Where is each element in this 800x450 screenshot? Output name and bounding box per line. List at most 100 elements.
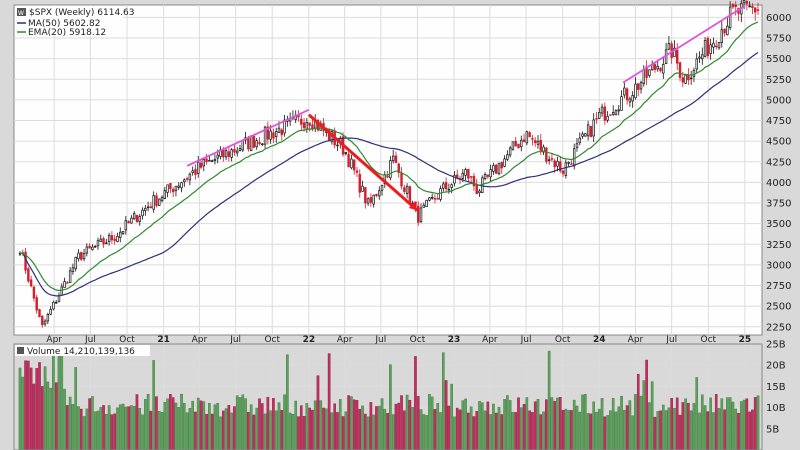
- volume-bar-down: [364, 413, 367, 450]
- candle-down: [550, 158, 554, 160]
- volume-bar-down: [272, 398, 275, 450]
- volume-bar-up: [695, 377, 699, 450]
- volume-bar-up: [77, 406, 80, 450]
- volume-bar-up: [18, 367, 22, 450]
- volume-bar-down: [706, 411, 710, 450]
- volume-bar-up: [116, 407, 119, 450]
- volume-bar-up: [277, 402, 281, 450]
- volume-bar-up: [238, 397, 242, 450]
- candle-down: [734, 4, 737, 8]
- candle-down: [358, 174, 361, 193]
- candle-up: [489, 169, 492, 178]
- candle-down: [561, 170, 565, 174]
- candle-up: [662, 64, 665, 74]
- candle-down: [751, 5, 754, 8]
- candle-up: [600, 106, 604, 114]
- volume-bar-up: [611, 398, 615, 450]
- candle-up: [163, 190, 167, 199]
- volume-bar-up: [146, 394, 150, 450]
- candle-up: [378, 190, 381, 197]
- volume-bar-up: [717, 408, 721, 450]
- candle-up: [483, 174, 487, 180]
- volume-bar-up: [174, 402, 178, 450]
- price-panel: [13, 4, 763, 336]
- volume-bar-down: [302, 416, 306, 450]
- volume-bar-up: [305, 403, 309, 450]
- volume-bar-up: [46, 381, 50, 450]
- candle-up: [405, 186, 409, 194]
- volume-bar-up: [439, 412, 442, 450]
- volume-bar-up: [572, 399, 576, 450]
- candle-down: [66, 282, 69, 284]
- volume-bar-down: [675, 397, 679, 450]
- candle-up: [71, 267, 75, 273]
- x-tick-label: Oct: [119, 335, 135, 345]
- volume-bar-down: [558, 397, 562, 450]
- x-tick-label: 22: [303, 335, 316, 345]
- volume-bar-up: [461, 400, 465, 450]
- volume-bar-up: [196, 397, 200, 450]
- volume-bar-up: [249, 404, 253, 450]
- price-tick-label: 4250: [766, 157, 791, 168]
- candle-up: [703, 39, 707, 57]
- volume-bar-up: [350, 396, 353, 450]
- candle-up: [158, 198, 161, 206]
- volume-bar-down: [297, 416, 300, 450]
- candle-down: [678, 62, 682, 78]
- x-tick-label: Apr: [482, 335, 498, 345]
- volume-bar-up: [93, 411, 97, 450]
- volume-bar-up: [578, 411, 582, 450]
- candle-up: [344, 152, 348, 155]
- candle-down: [135, 214, 139, 223]
- x-tick-label: 25: [739, 335, 752, 345]
- candle-up: [249, 135, 253, 152]
- candle-down: [681, 77, 685, 83]
- volume-bar-up: [99, 407, 103, 450]
- volume-tick-label: 20B: [766, 361, 786, 372]
- candle-down: [272, 132, 275, 139]
- candle-up: [43, 320, 47, 325]
- price-tick-label: 4750: [766, 116, 791, 127]
- volume-bar-up: [63, 388, 66, 450]
- volume-bar-down: [127, 406, 130, 450]
- candle-up: [542, 146, 545, 153]
- volume-bar-up: [291, 413, 295, 450]
- candle-up: [717, 41, 721, 49]
- candle-up: [132, 213, 136, 220]
- volume-bar-down: [400, 395, 403, 450]
- volume-tick-label: 10B: [766, 403, 786, 414]
- volume-bar-up: [132, 406, 136, 450]
- volume-bar-up: [391, 414, 395, 450]
- volume-bar-up: [224, 408, 228, 450]
- volume-bar-down: [40, 386, 44, 450]
- candle-up: [712, 42, 715, 48]
- candle-up: [180, 182, 183, 189]
- volume-bar-up: [330, 412, 334, 450]
- candle-down: [486, 174, 490, 177]
- candle-down: [252, 135, 256, 148]
- volume-panel: [13, 343, 763, 450]
- candle-down: [754, 7, 757, 13]
- candle-up: [425, 199, 428, 207]
- volume-bar-up: [180, 393, 183, 450]
- candle-down: [258, 142, 261, 145]
- candle-up: [611, 112, 615, 115]
- candle-down: [436, 198, 439, 200]
- candle-up: [581, 133, 584, 137]
- volume-bar-down: [625, 405, 629, 450]
- volume-bar-down: [737, 412, 740, 450]
- volume-bar-down: [486, 401, 490, 450]
- volume-bar-up: [213, 404, 217, 450]
- volume-bar-down: [35, 368, 39, 450]
- volume-bar-down: [645, 359, 648, 450]
- volume-bar-down: [748, 411, 751, 450]
- volume-bar-up: [43, 366, 47, 450]
- candle-up: [82, 252, 86, 260]
- x-tick-label: 23: [448, 335, 461, 345]
- volume-bar-up: [492, 403, 495, 450]
- volume-bar-down: [199, 400, 203, 450]
- volume-bar-up: [662, 404, 665, 450]
- volume-bar-down: [687, 402, 690, 450]
- candle-up: [277, 127, 281, 133]
- volume-bar-down: [386, 412, 389, 450]
